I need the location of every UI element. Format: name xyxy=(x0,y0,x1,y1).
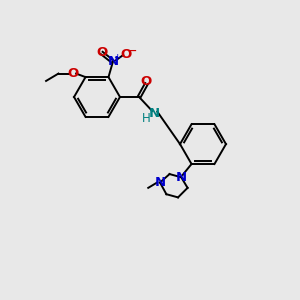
Text: N: N xyxy=(149,107,160,120)
Text: O: O xyxy=(96,46,107,59)
Text: −: − xyxy=(128,46,137,56)
Text: N: N xyxy=(176,171,187,184)
Text: O: O xyxy=(121,48,132,61)
Text: N: N xyxy=(154,176,166,189)
Text: H: H xyxy=(142,112,151,125)
Text: O: O xyxy=(141,75,152,88)
Text: +: + xyxy=(113,53,121,62)
Text: N: N xyxy=(107,55,118,68)
Text: O: O xyxy=(68,67,79,80)
